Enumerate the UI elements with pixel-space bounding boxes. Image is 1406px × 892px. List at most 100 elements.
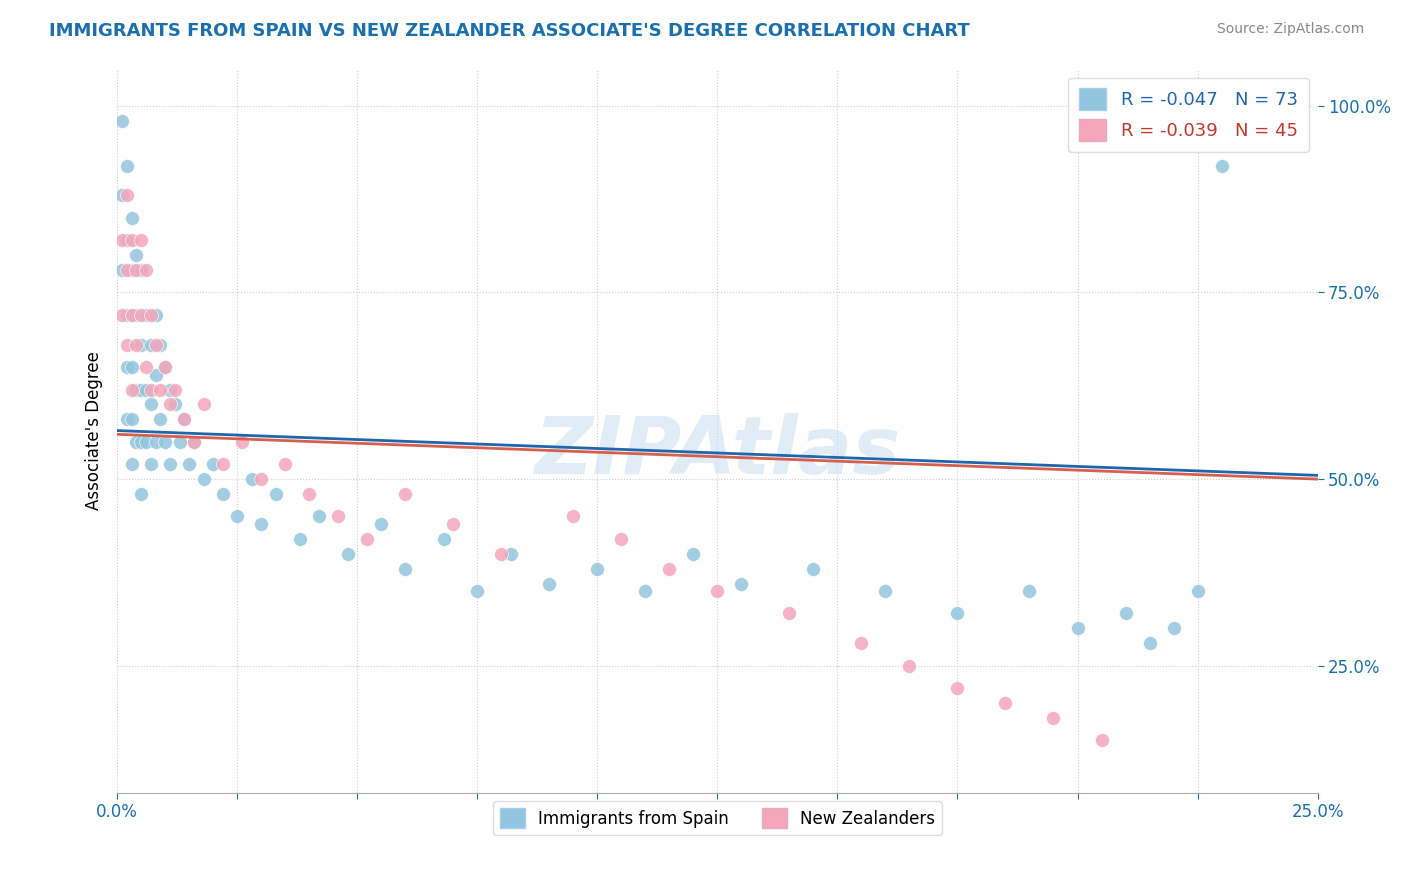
Point — [1090, 733, 1112, 747]
Point — [115, 233, 138, 247]
Point — [129, 383, 152, 397]
Point — [159, 457, 181, 471]
Point — [125, 434, 148, 449]
Point — [145, 434, 167, 449]
Point — [433, 532, 456, 546]
Point — [1163, 622, 1185, 636]
Point — [586, 562, 609, 576]
Point — [139, 397, 162, 411]
Point — [125, 337, 148, 351]
Point — [356, 532, 378, 546]
Point — [250, 516, 273, 531]
Point — [111, 188, 134, 202]
Point — [125, 383, 148, 397]
Point — [946, 681, 969, 695]
Point — [1018, 584, 1040, 599]
Point — [193, 472, 215, 486]
Point — [169, 434, 191, 449]
Point — [121, 233, 143, 247]
Point — [898, 658, 921, 673]
Point — [336, 547, 359, 561]
Point — [111, 113, 134, 128]
Point — [1211, 159, 1233, 173]
Point — [121, 360, 143, 375]
Text: IMMIGRANTS FROM SPAIN VS NEW ZEALANDER ASSOCIATE'S DEGREE CORRELATION CHART: IMMIGRANTS FROM SPAIN VS NEW ZEALANDER A… — [49, 22, 970, 40]
Point — [121, 383, 143, 397]
Point — [115, 308, 138, 322]
Point — [115, 263, 138, 277]
Point — [183, 434, 205, 449]
Point — [875, 584, 897, 599]
Point — [145, 337, 167, 351]
Point — [135, 360, 157, 375]
Point — [1042, 711, 1064, 725]
Point — [129, 487, 152, 501]
Point — [111, 263, 134, 277]
Point — [139, 337, 162, 351]
Point — [115, 360, 138, 375]
Point — [562, 509, 585, 524]
Point — [149, 337, 172, 351]
Point — [288, 532, 311, 546]
Point — [394, 487, 416, 501]
Point — [202, 457, 225, 471]
Point — [1115, 607, 1137, 621]
Point — [115, 412, 138, 426]
Point — [778, 607, 800, 621]
Point — [163, 383, 186, 397]
Point — [149, 383, 172, 397]
Point — [1187, 584, 1209, 599]
Point — [129, 263, 152, 277]
Point — [610, 532, 633, 546]
Text: ZIPAtlas: ZIPAtlas — [534, 413, 900, 491]
Point — [173, 412, 195, 426]
Legend: Immigrants from Spain, New Zealanders: Immigrants from Spain, New Zealanders — [494, 801, 942, 835]
Point — [159, 397, 181, 411]
Point — [153, 360, 176, 375]
Point — [994, 696, 1017, 710]
Point — [139, 457, 162, 471]
Point — [538, 576, 561, 591]
Point — [125, 248, 148, 262]
Point — [149, 412, 172, 426]
Point — [264, 487, 287, 501]
Point — [706, 584, 728, 599]
Point — [159, 383, 181, 397]
Point — [326, 509, 349, 524]
Point — [153, 434, 176, 449]
Point — [465, 584, 488, 599]
Point — [115, 159, 138, 173]
Point — [634, 584, 657, 599]
Point — [129, 434, 152, 449]
Point — [1066, 622, 1088, 636]
Point — [730, 576, 752, 591]
Point — [121, 457, 143, 471]
Point — [115, 337, 138, 351]
Point — [394, 562, 416, 576]
Point — [135, 263, 157, 277]
Point — [803, 562, 825, 576]
Point — [121, 263, 143, 277]
Point — [499, 547, 522, 561]
Point — [946, 607, 969, 621]
Point — [250, 472, 273, 486]
Point — [491, 547, 513, 561]
Point — [226, 509, 249, 524]
Point — [111, 308, 134, 322]
Point — [193, 397, 215, 411]
Point — [370, 516, 392, 531]
Point — [441, 516, 464, 531]
Point — [211, 457, 233, 471]
Y-axis label: Associate's Degree: Associate's Degree — [86, 351, 103, 510]
Point — [851, 636, 873, 650]
Point — [1139, 636, 1161, 650]
Point — [139, 383, 162, 397]
Point — [135, 434, 157, 449]
Text: Source: ZipAtlas.com: Source: ZipAtlas.com — [1216, 22, 1364, 37]
Point — [111, 233, 134, 247]
Point — [145, 308, 167, 322]
Point — [173, 412, 195, 426]
Point — [658, 562, 681, 576]
Point — [308, 509, 330, 524]
Point — [274, 457, 297, 471]
